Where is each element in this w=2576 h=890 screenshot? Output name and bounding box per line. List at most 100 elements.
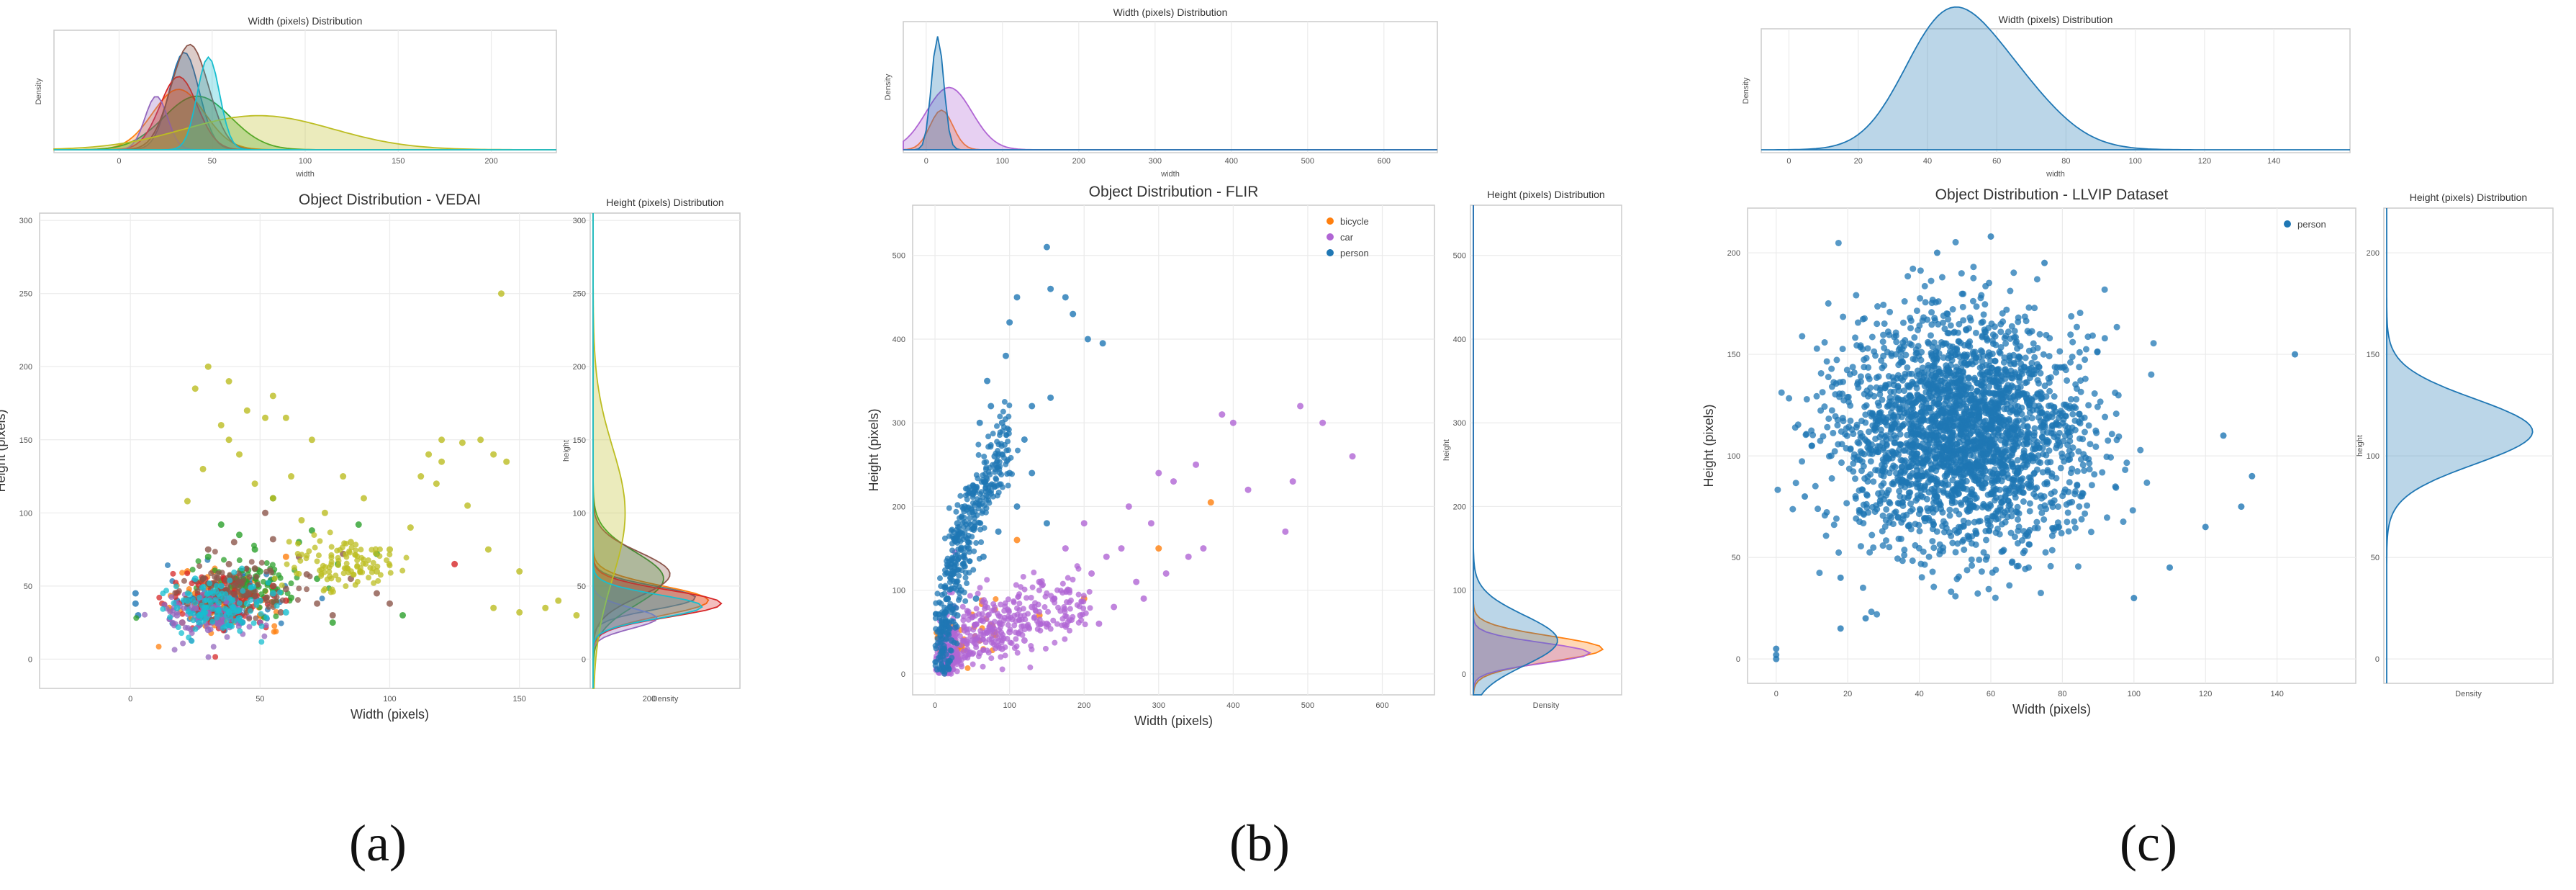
scatter-point-person (1940, 544, 1947, 551)
scatter-point-person (967, 515, 973, 521)
width-density-title: Width (pixels) Distribution (248, 15, 363, 27)
scatter-point-person (1971, 436, 1978, 444)
scatter-point-tractor (299, 552, 305, 558)
scatter-point-tractor (199, 465, 207, 472)
scatter-point-car (1133, 578, 1140, 585)
scatter-point-person (980, 553, 987, 560)
scatter-point-person (941, 668, 948, 675)
scatter-point-tractor (387, 570, 394, 576)
scatter-point-person (1006, 403, 1013, 409)
scatter-point-person (1935, 431, 1942, 439)
y-tick-label: 300 (573, 217, 586, 225)
scatter-point-person (1878, 489, 1885, 496)
scatter-point-person (2001, 422, 2008, 429)
scatter-point-person (986, 500, 993, 506)
scatter-point-person (2105, 437, 2112, 444)
scatter-point-tractor (542, 604, 549, 611)
scatter-point-person (1989, 350, 1996, 357)
scatter-point-tractor (286, 539, 292, 545)
scatter-point-person (1946, 435, 1953, 442)
scatter-point-person (1913, 307, 1920, 315)
scatter-point-person (1852, 475, 1859, 482)
scatter-point-car (1014, 649, 1021, 656)
scatter-point-person (2002, 485, 2010, 493)
scatter-point-person (1886, 544, 1893, 551)
scatter-point-person (975, 441, 982, 448)
scatter-point-person (953, 527, 959, 534)
scatter-point-person (2064, 509, 2071, 516)
scatter-point-person (1909, 441, 1916, 448)
scatter-point-person (1997, 387, 2004, 395)
scatter-point-person (995, 441, 1002, 448)
scatter-point-person (2030, 429, 2038, 436)
scatter-point-person (1998, 548, 2005, 555)
scatter-point-truck (236, 600, 243, 606)
scatter-point-person (2082, 356, 2089, 364)
scatter-point-pickup (212, 573, 218, 580)
scatter-point-person (1862, 411, 1869, 418)
scatter-point-person (1904, 364, 1911, 371)
scatter-point-person (1915, 353, 1922, 360)
scatter-point-person (2049, 503, 2056, 511)
scatter-point-person (1935, 320, 1942, 328)
scatter-point-person (2030, 340, 2037, 347)
scatter-point-truck (222, 623, 228, 629)
scatter-point-person (1969, 423, 1976, 430)
scatter-point-person (2129, 507, 2136, 514)
scatter-point-person (1973, 494, 1980, 501)
y-tick-label: 250 (573, 290, 586, 299)
scatter-point-person (1878, 357, 1885, 364)
scatter-point-person (932, 615, 939, 621)
scatter-point-person (948, 637, 955, 644)
y-tick-label: 0 (28, 655, 32, 664)
scatter-point-car (1019, 631, 1026, 638)
scatter-point-tractor (235, 451, 243, 458)
main-title: Object Distribution - LLVIP Dataset (1935, 186, 2169, 203)
scatter-point-tractor (354, 578, 361, 585)
height-density-xlabel: Density (2455, 690, 2482, 698)
scatter-point-person (1853, 292, 1860, 299)
scatter-point-person (2021, 547, 2028, 554)
scatter-point-car (1193, 461, 1200, 468)
y-tick-label: 200 (2367, 249, 2380, 258)
scatter-point-pickup (262, 509, 269, 516)
scatter-point-tractor (184, 498, 191, 505)
x-tick-label: 40 (1915, 690, 1923, 698)
scatter-point-truck (160, 590, 166, 597)
scatter-point-person (983, 475, 990, 481)
scatter-point-person (1931, 422, 1938, 429)
scatter-point-person (2009, 558, 2016, 565)
scatter-point-person (1971, 349, 1979, 356)
scatter-point-person (1935, 344, 1942, 351)
scatter-point-truck (256, 597, 263, 604)
scatter-point-person (2067, 331, 2074, 338)
scatter-point-motorcycle (191, 604, 199, 611)
scatter-point-truck (207, 599, 214, 606)
scatter-point-person (2202, 523, 2209, 531)
scatter-point-tractor (375, 577, 381, 584)
scatter-point-tractor (326, 569, 333, 575)
scatter-point-person (1902, 478, 1909, 485)
scatter-point-truck (209, 590, 216, 597)
x-tick-label: 120 (2198, 157, 2211, 166)
scatter-point-person (1774, 486, 1781, 493)
scatter-point-person (1835, 239, 1842, 246)
scatter-point-pickup (387, 600, 393, 607)
scatter-point-person (954, 612, 961, 619)
x-tick-label: 600 (1375, 701, 1388, 710)
scatter-point-person (2008, 323, 2015, 330)
x-tick-label: 80 (2058, 690, 2066, 698)
scatter-point-camping_car (355, 521, 362, 529)
scatter-point-person (942, 585, 949, 591)
scatter-point-person (1003, 432, 1009, 439)
scatter-point-person (1958, 501, 1965, 508)
y-tick-label: 500 (1453, 252, 1466, 261)
scatter-point-person (1874, 303, 1881, 310)
scatter-point-person (2069, 410, 2076, 418)
scatter-point-person (1913, 372, 1920, 379)
scatter-point-person (2027, 483, 2034, 490)
scatter-point-person (1860, 501, 1867, 508)
scatter-point-person (1892, 351, 1899, 358)
y-tick-label: 150 (573, 436, 586, 445)
